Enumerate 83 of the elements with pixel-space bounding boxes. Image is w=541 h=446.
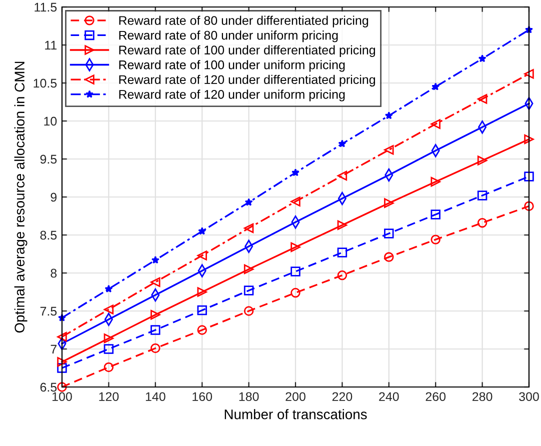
point <box>151 256 160 264</box>
point <box>477 218 488 228</box>
point <box>430 210 440 220</box>
legend-label: Reward rate of 120 under uniform pricing <box>119 90 345 102</box>
point <box>384 198 394 208</box>
x-tick-label: 180 <box>239 392 259 402</box>
point <box>430 119 440 129</box>
y-tick-label: 7.5 <box>40 306 57 316</box>
point <box>432 82 440 90</box>
x-tick-label: 280 <box>472 392 492 402</box>
y-tick-label: 6.5 <box>40 382 57 392</box>
legend-label: Reward rate of 100 under differentiated pricing <box>119 45 376 57</box>
y-axis-title: Optimal average resource allocation in CMN <box>14 62 28 333</box>
x-axis-title: Number of transcations <box>224 409 367 420</box>
point <box>104 344 114 354</box>
point <box>198 227 206 235</box>
point <box>384 228 394 238</box>
point <box>197 287 207 297</box>
point <box>150 310 160 320</box>
point <box>57 357 67 367</box>
point <box>104 304 114 314</box>
point <box>337 270 348 280</box>
x-tick-label: 160 <box>192 392 212 402</box>
point <box>430 234 440 244</box>
point <box>524 172 534 182</box>
point <box>104 362 114 372</box>
y-tick-label: 8 <box>50 268 57 278</box>
point <box>384 112 393 120</box>
point <box>292 168 300 176</box>
point <box>477 156 488 166</box>
point <box>150 277 160 287</box>
x-tick-label: 120 <box>99 392 119 402</box>
x-tick-label: 240 <box>379 392 399 402</box>
legend-label: Reward rate of 100 under uniform pricing <box>119 60 345 72</box>
point <box>197 250 207 260</box>
point <box>337 220 348 230</box>
point <box>57 332 67 342</box>
point <box>244 223 254 234</box>
point <box>430 176 440 187</box>
point <box>384 145 394 155</box>
point <box>384 252 394 262</box>
point <box>104 334 114 344</box>
point <box>524 201 534 211</box>
point <box>57 363 67 373</box>
point <box>290 242 300 252</box>
point <box>338 140 346 148</box>
point <box>524 69 534 79</box>
x-tick-label: 100 <box>52 392 72 402</box>
point <box>337 248 348 258</box>
point <box>478 54 486 62</box>
x-tick-label: 260 <box>426 392 446 402</box>
point <box>244 286 254 296</box>
y-tick-label: 8.5 <box>40 230 57 240</box>
point <box>290 288 300 298</box>
x-tick-label: 200 <box>286 392 306 402</box>
y-tick-label: 7 <box>50 344 57 354</box>
point <box>150 325 160 335</box>
x-tick-label: 220 <box>332 392 352 402</box>
point <box>244 264 254 274</box>
point <box>57 382 67 392</box>
x-tick-label: 140 <box>146 392 166 402</box>
point <box>197 325 207 335</box>
point <box>150 343 160 354</box>
y-tick-label: 11 <box>45 40 57 50</box>
y-tick-label: 11.5 <box>34 2 57 12</box>
legend-label: Reward rate of 120 under differentiated pricing <box>119 74 376 87</box>
point <box>290 266 300 276</box>
point <box>477 190 488 200</box>
point <box>337 170 348 181</box>
point <box>244 306 254 316</box>
y-tick-label: 10.5 <box>34 78 57 88</box>
y-tick-label: 9 <box>50 192 57 202</box>
y-tick-label: 10 <box>44 116 57 126</box>
y-tick-label: 9.5 <box>40 154 57 164</box>
point <box>524 134 534 144</box>
point <box>290 196 300 206</box>
legend-label: Reward rate of 80 under differentiated pricing <box>119 16 368 28</box>
point <box>104 284 113 292</box>
legend-label: Reward rate of 80 under uniform pricing <box>119 30 338 42</box>
point <box>197 305 207 316</box>
point <box>244 198 253 206</box>
point <box>477 94 488 104</box>
x-tick-label: 300 <box>519 392 539 402</box>
